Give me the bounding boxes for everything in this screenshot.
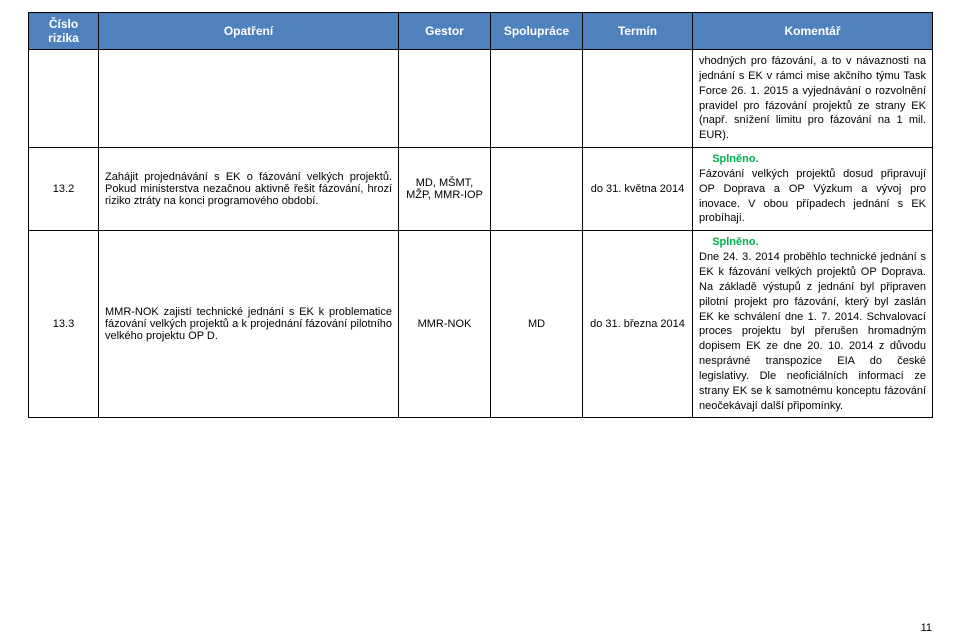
col-termin: Termín xyxy=(583,13,693,50)
cell-opatreni: MMR-NOK zajistí technické jednání s EK k… xyxy=(99,231,399,418)
cell-spoluprace xyxy=(491,50,583,148)
table-row: 13.2 Zahájit projednávání s EK o fázován… xyxy=(29,148,933,231)
splneno-label: Splněno. xyxy=(699,152,926,167)
table-header-row: Číslo rizika Opatření Gestor Spolupráce … xyxy=(29,13,933,50)
cell-gestor xyxy=(399,50,491,148)
cell-komentar: vhodných pro fázování, a to v návaznosti… xyxy=(693,50,933,148)
cell-cislo: 13.2 xyxy=(29,148,99,231)
cell-komentar: Splněno. Dne 24. 3. 2014 proběhlo techni… xyxy=(693,231,933,418)
cell-opatreni xyxy=(99,50,399,148)
page-number: 11 xyxy=(921,622,932,634)
cell-termin: do 31. května 2014 xyxy=(583,148,693,231)
splneno-label: Splněno. xyxy=(699,235,926,250)
cell-termin xyxy=(583,50,693,148)
cell-termin: do 31. března 2014 xyxy=(583,231,693,418)
col-gestor: Gestor xyxy=(399,13,491,50)
cell-opatreni: Zahájit projednávání s EK o fázování vel… xyxy=(99,148,399,231)
cell-cislo xyxy=(29,50,99,148)
cell-spoluprace xyxy=(491,148,583,231)
risk-table: Číslo rizika Opatření Gestor Spolupráce … xyxy=(28,12,933,418)
komentar-text: vhodných pro fázování, a to v návaznosti… xyxy=(699,55,926,141)
komentar-text: Fázování velkých projektů dosud připravu… xyxy=(699,168,926,225)
cell-gestor: MD, MŠMT, MŽP, MMR-IOP xyxy=(399,148,491,231)
table-row: 13.3 MMR-NOK zajistí technické jednání s… xyxy=(29,231,933,418)
col-spoluprace: Spolupráce xyxy=(491,13,583,50)
table-row: vhodných pro fázování, a to v návaznosti… xyxy=(29,50,933,148)
cell-komentar: Splněno. Fázování velkých projektů dosud… xyxy=(693,148,933,231)
cell-cislo: 13.3 xyxy=(29,231,99,418)
col-cislo: Číslo rizika xyxy=(29,13,99,50)
cell-gestor: MMR-NOK xyxy=(399,231,491,418)
col-komentar: Komentář xyxy=(693,13,933,50)
col-opatreni: Opatření xyxy=(99,13,399,50)
cell-spoluprace: MD xyxy=(491,231,583,418)
komentar-text: Dne 24. 3. 2014 proběhlo technické jedná… xyxy=(699,251,926,411)
